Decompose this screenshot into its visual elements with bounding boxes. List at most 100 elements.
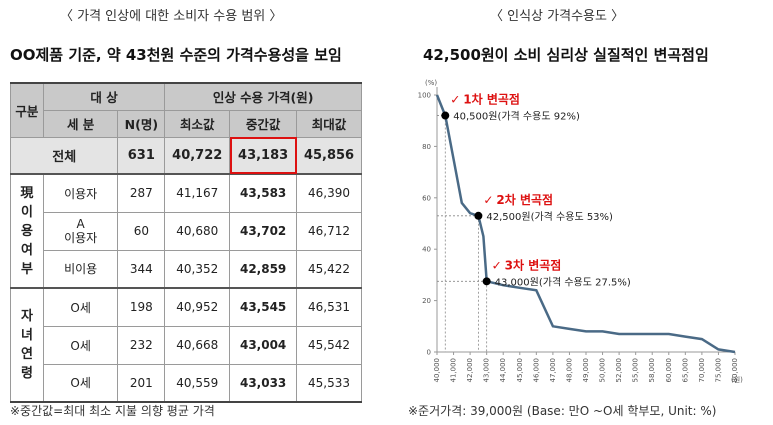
table-row: 現 이 용 여 부 이용자 287 41,167 43,583 46,390: [10, 173, 362, 289]
x-tick-label: 52,000: [615, 358, 623, 383]
inflection-label: 2차 변곡점: [496, 192, 553, 207]
row-min: 40,352: [164, 249, 231, 289]
row-mid: 42,859: [229, 249, 298, 289]
row-max: 45,533: [296, 363, 362, 403]
x-tick-label: 43,000: [483, 358, 491, 383]
inflection-detail: 40,500원(가격 수용도 92%): [453, 110, 580, 123]
table-row: 자 녀 연 령 O세 198 40,952 43,545 46,531: [10, 287, 362, 403]
header-min: 최소값: [164, 109, 231, 138]
acceptance-series-line: [435, 94, 736, 354]
header-n: N(명): [117, 109, 166, 138]
inflection-check-icon: ✓: [483, 193, 493, 207]
inflection-point-marker: [482, 277, 491, 286]
row-label: O세: [42, 287, 119, 327]
inflection-check-icon: ✓: [492, 258, 502, 272]
inflection-label: 1차 변곡점: [463, 92, 520, 107]
row-max: 45,542: [296, 325, 362, 365]
header-group: 구분: [10, 82, 44, 138]
header-target: 대 상: [42, 82, 166, 111]
x-tick-label: 44,000: [499, 358, 507, 383]
header-sub: 세 분: [42, 109, 119, 138]
row-n: 232: [117, 325, 166, 365]
row-n: 287: [117, 173, 166, 213]
x-tick-label: 45,000: [516, 358, 524, 383]
right-headline: 42,500원이 소비 심리상 실질적인 변곡점임: [423, 46, 709, 64]
row-mid: 43,583: [229, 173, 298, 213]
x-tick-label: 49,000: [582, 358, 590, 383]
row-label: 이용자: [42, 173, 119, 213]
row-max: 45,422: [296, 249, 362, 289]
y-axis-unit: (%): [425, 79, 437, 87]
row-max: 46,712: [296, 211, 362, 251]
table-row-total: 전체 631 40,722 43,183 45,856: [9, 136, 362, 175]
row-n: 60: [117, 211, 166, 251]
row-mid: 43,702: [229, 211, 298, 251]
row-label: O세: [42, 363, 119, 403]
y-tick-label: 60: [422, 194, 431, 202]
table-row: O세 201 40,559 43,033 45,533: [11, 363, 362, 403]
x-tick-label: 70,000: [698, 358, 706, 383]
x-tick-label: 41,000: [450, 358, 458, 383]
x-tick-label: 42,000: [466, 358, 474, 383]
x-tick-label: 47,000: [549, 358, 557, 383]
y-tick-label: 80: [422, 143, 431, 151]
total-max: 45,856: [296, 136, 362, 175]
table-row: 비이용 344 40,352 42,859 45,422: [11, 249, 362, 289]
group-usage-label: 現 이 용 여 부: [10, 173, 44, 289]
left-headline: OO제품 기준, 약 43천원 수준의 가격수용성을 보임: [10, 46, 342, 64]
x-tick-label: 75,000: [714, 358, 722, 383]
row-label: A 이용자: [42, 211, 119, 251]
row-n: 201: [117, 363, 166, 403]
inflection-detail: 43,000원(가격 수용도 27.5%): [495, 275, 631, 288]
table-row: O세 232 40,668 43,004 45,542: [11, 325, 362, 365]
x-tick-label: 55,000: [632, 358, 640, 383]
inflection-point-marker: [474, 211, 483, 220]
y-tick-label: 0: [427, 349, 431, 357]
row-n: 344: [117, 249, 166, 289]
total-label: 전체: [9, 136, 119, 175]
x-tick-label: 58,000: [648, 358, 656, 383]
row-min: 40,668: [164, 325, 231, 365]
inflection-check-icon: ✓: [450, 93, 460, 107]
header-range: 인상 수용 가격(원): [164, 82, 362, 111]
row-mid: 43,004: [229, 325, 298, 365]
right-panel-title: 〈 인식상 가격수용도 〉: [490, 9, 625, 24]
table-row: A 이용자 60 40,680 43,702 46,712: [11, 211, 362, 251]
group-child-age-label: 자 녀 연 령: [10, 287, 44, 403]
x-tick-label: 46,000: [532, 358, 540, 383]
x-axis-unit: (원): [731, 375, 743, 384]
row-max: 46,531: [296, 287, 362, 327]
x-tick-label: 80,000: [731, 358, 739, 383]
row-min: 41,167: [164, 173, 231, 213]
total-mid-highlight: 43,183: [229, 136, 298, 175]
total-min: 40,722: [164, 136, 231, 175]
row-mid: 43,545: [229, 287, 298, 327]
right-footnote: ※준거가격: 39,000원 (Base: 만O ~O세 학부모, Unit: …: [408, 404, 717, 418]
row-max: 46,390: [296, 173, 362, 213]
inflection-label: 3차 변곡점: [505, 257, 562, 272]
inflection-detail: 42,500원(가격 수용도 53%): [486, 210, 613, 223]
header-max: 최대값: [296, 109, 362, 138]
x-tick-label: 40,000: [433, 358, 441, 383]
x-tick-label: 65,000: [681, 358, 689, 383]
left-panel-title: 〈 가격 인상에 대한 소비자 수용 범위 〉: [60, 9, 283, 24]
y-tick-label: 20: [422, 297, 431, 305]
total-n: 631: [117, 136, 166, 175]
x-tick-label: 48,000: [565, 358, 573, 383]
row-min: 40,559: [164, 363, 231, 403]
inflection-point-marker: [441, 111, 450, 120]
y-tick-label: 40: [422, 246, 431, 254]
row-min: 40,952: [164, 287, 231, 327]
x-tick-label: 60,000: [665, 358, 673, 383]
row-label: 비이용: [42, 249, 119, 289]
left-footnote: ※중간값=최대 최소 지불 의향 평균 가격: [10, 404, 215, 418]
row-mid: 43,033: [229, 363, 298, 403]
header-mid: 중간값: [229, 109, 298, 138]
price-acceptance-chart: 0 20 40 60 80 100 (%) 40,000 41,000 42,000 43,000 4…: [418, 79, 744, 384]
price-acceptance-table: 구분 대 상 인상 수용 가격(원) 세 분 N(명) 최소값 중간값 최대값 …: [9, 82, 362, 403]
x-tick-label: 50,000: [599, 358, 607, 383]
row-n: 198: [117, 287, 166, 327]
y-tick-label: 100: [418, 92, 431, 100]
row-min: 40,680: [164, 211, 231, 251]
row-label: O세: [42, 325, 119, 365]
